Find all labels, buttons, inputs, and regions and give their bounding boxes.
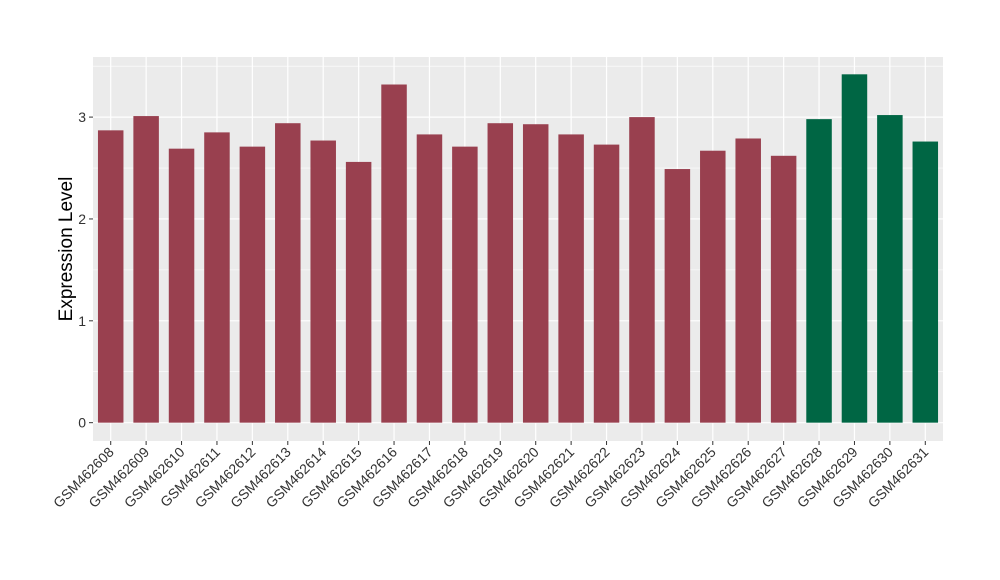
bar <box>877 115 903 423</box>
bar <box>770 155 797 423</box>
bar <box>522 124 549 423</box>
y-tick-label: 2 <box>78 211 86 227</box>
y-axis-label: Expression Level <box>56 177 77 322</box>
bar <box>912 141 939 423</box>
bar <box>452 146 478 423</box>
bar <box>97 130 124 423</box>
bar <box>275 123 301 423</box>
bar <box>664 169 691 423</box>
bar <box>381 84 407 423</box>
bar <box>593 144 620 423</box>
bar <box>735 138 761 423</box>
bar <box>558 134 584 423</box>
bar <box>487 123 514 423</box>
bar <box>239 146 266 423</box>
bar <box>310 140 336 423</box>
bar <box>204 132 230 423</box>
y-tick-label: 0 <box>78 415 86 431</box>
bar <box>416 134 443 423</box>
bar <box>345 161 372 423</box>
bar <box>841 74 868 423</box>
bar <box>133 116 159 423</box>
bar <box>806 119 832 423</box>
bar <box>168 148 195 423</box>
plot-background <box>93 57 943 441</box>
bar <box>629 117 655 423</box>
y-tick-label: 3 <box>78 109 86 125</box>
bar <box>700 150 726 423</box>
y-tick-label: 1 <box>78 313 86 329</box>
